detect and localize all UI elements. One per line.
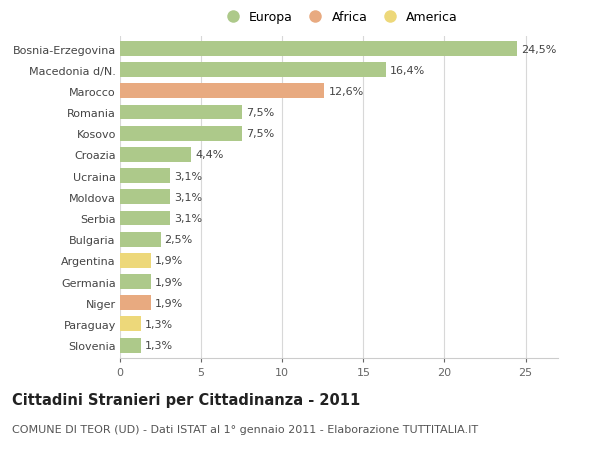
Text: COMUNE DI TEOR (UD) - Dati ISTAT al 1° gennaio 2011 - Elaborazione TUTTITALIA.IT: COMUNE DI TEOR (UD) - Dati ISTAT al 1° g…	[12, 425, 478, 435]
Bar	[120, 84, 325, 99]
Text: Cittadini Stranieri per Cittadinanza - 2011: Cittadini Stranieri per Cittadinanza - 2…	[12, 392, 360, 408]
Text: 7,5%: 7,5%	[246, 108, 274, 118]
Text: 4,4%: 4,4%	[196, 150, 224, 160]
Text: 1,9%: 1,9%	[155, 256, 183, 266]
Text: 24,5%: 24,5%	[521, 45, 557, 55]
Bar	[120, 63, 386, 78]
Bar	[120, 211, 170, 226]
Text: 7,5%: 7,5%	[246, 129, 274, 139]
Text: 1,9%: 1,9%	[155, 277, 183, 287]
Bar	[120, 232, 161, 247]
Bar	[120, 338, 141, 353]
Bar	[120, 253, 151, 268]
Bar	[120, 317, 141, 331]
Bar	[120, 106, 242, 120]
Bar	[120, 274, 151, 289]
Bar	[120, 169, 170, 184]
Bar	[120, 42, 517, 57]
Text: 3,1%: 3,1%	[175, 213, 202, 224]
Legend: Europa, Africa, America: Europa, Africa, America	[220, 11, 458, 24]
Text: 1,3%: 1,3%	[145, 319, 173, 329]
Text: 1,3%: 1,3%	[145, 340, 173, 350]
Text: 3,1%: 3,1%	[175, 192, 202, 202]
Bar	[120, 296, 151, 310]
Text: 16,4%: 16,4%	[390, 66, 425, 76]
Bar	[120, 127, 242, 141]
Bar	[120, 148, 191, 162]
Bar	[120, 190, 170, 205]
Text: 3,1%: 3,1%	[175, 171, 202, 181]
Text: 1,9%: 1,9%	[155, 298, 183, 308]
Text: 2,5%: 2,5%	[164, 235, 193, 245]
Text: 12,6%: 12,6%	[328, 87, 364, 97]
